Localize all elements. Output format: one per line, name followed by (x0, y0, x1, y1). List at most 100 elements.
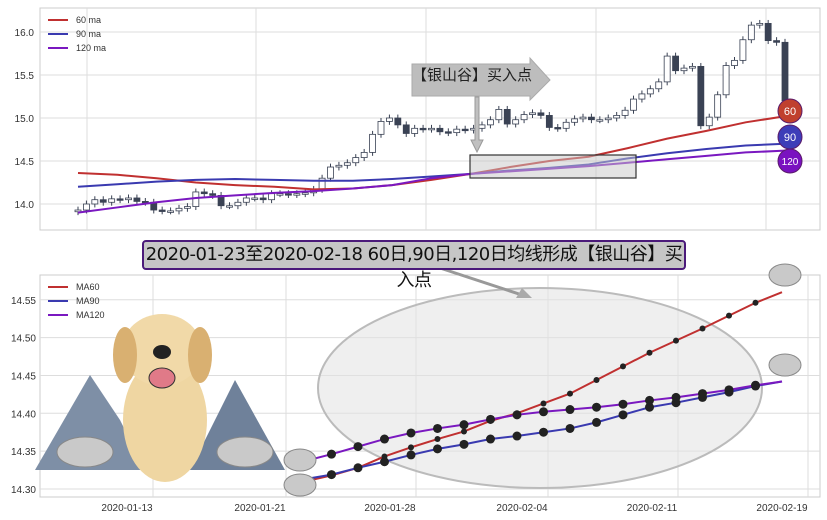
candle (596, 119, 604, 122)
data-point (673, 337, 679, 344)
candle (83, 203, 90, 211)
candle (520, 114, 528, 121)
candle (680, 67, 688, 72)
candle (689, 66, 696, 69)
data-point (698, 389, 707, 399)
candle (705, 116, 713, 127)
candle (739, 39, 747, 61)
candle (613, 115, 621, 119)
candle (175, 207, 183, 212)
x-tick-label: 2020-01-21 (234, 503, 286, 514)
data-point (539, 407, 548, 417)
candle (646, 88, 654, 95)
candle (377, 121, 385, 135)
candle (630, 98, 637, 111)
candle (200, 191, 208, 195)
y-tick-label: 14.30 (11, 485, 36, 496)
candle (478, 124, 486, 129)
candle (781, 41, 789, 102)
x-tick-label: 2020-01-28 (364, 503, 416, 514)
y-tick-label: 14.40 (11, 409, 36, 420)
candle (386, 117, 393, 122)
y-tick-label: 14.50 (11, 334, 36, 345)
candle (293, 193, 301, 196)
data-point (565, 405, 575, 415)
candle (487, 119, 494, 126)
data-point (353, 442, 363, 452)
highlight-ellipse (317, 287, 763, 489)
data-point (567, 390, 573, 397)
data-point (618, 410, 628, 420)
data-point (486, 414, 495, 424)
y-tick-label: 15.5 (15, 71, 35, 82)
data-point (539, 427, 548, 437)
candle (259, 197, 267, 201)
pointer-arrow (439, 266, 523, 297)
candle (125, 197, 132, 201)
candle (158, 209, 166, 212)
candle (419, 127, 427, 131)
data-point (645, 395, 654, 405)
legend-label: 60 ma (76, 15, 101, 25)
candle (402, 124, 410, 134)
pointer-arrow-head (516, 288, 532, 298)
candle (251, 197, 259, 200)
candle (604, 117, 612, 121)
legend-label: MA90 (76, 296, 100, 306)
highlight-box (469, 154, 637, 179)
candle (209, 193, 217, 196)
candle (335, 164, 343, 168)
data-point (724, 385, 734, 395)
y-tick-label: 15.0 (15, 114, 35, 125)
candle (242, 197, 250, 203)
candle (327, 166, 334, 179)
data-point (327, 470, 336, 480)
candle (562, 121, 570, 129)
candle (697, 66, 705, 127)
candle (503, 109, 511, 125)
data-point (593, 376, 600, 383)
candle (747, 24, 755, 41)
data-point (620, 363, 626, 370)
candle (453, 128, 461, 134)
candle (722, 65, 730, 96)
data-point (565, 423, 575, 433)
candle (285, 193, 292, 196)
legend-label: 90 ma (76, 29, 101, 39)
candle (512, 119, 520, 125)
dog-ear (113, 327, 137, 383)
candle (495, 109, 503, 121)
silver-ingot-icon (768, 263, 802, 287)
candle (588, 116, 595, 121)
data-point (459, 439, 469, 449)
candle (714, 94, 722, 118)
buy-point-arrow-box (411, 56, 551, 102)
data-point (434, 436, 441, 443)
ma-badge (777, 98, 803, 124)
candle (764, 22, 772, 42)
candle (276, 193, 284, 196)
candle (444, 131, 452, 134)
candle (91, 199, 99, 205)
candle (116, 198, 124, 201)
dog-mouth (148, 367, 176, 389)
candle (411, 127, 419, 134)
dog-nose (153, 345, 171, 359)
data-point (327, 449, 336, 459)
ma120-line (77, 149, 786, 214)
data-point (592, 402, 601, 412)
candle (133, 197, 141, 202)
candle (226, 205, 233, 208)
candle (537, 112, 545, 116)
data-point (512, 410, 522, 420)
data-point (645, 402, 654, 412)
dog-body (123, 358, 207, 482)
candle (621, 109, 629, 116)
data-point (592, 417, 601, 427)
x-tick-label: 2020-02-19 (756, 503, 808, 514)
ma90-line (77, 142, 786, 188)
data-point (512, 431, 522, 441)
candle (99, 199, 107, 203)
down-arrow-icon (470, 96, 484, 154)
